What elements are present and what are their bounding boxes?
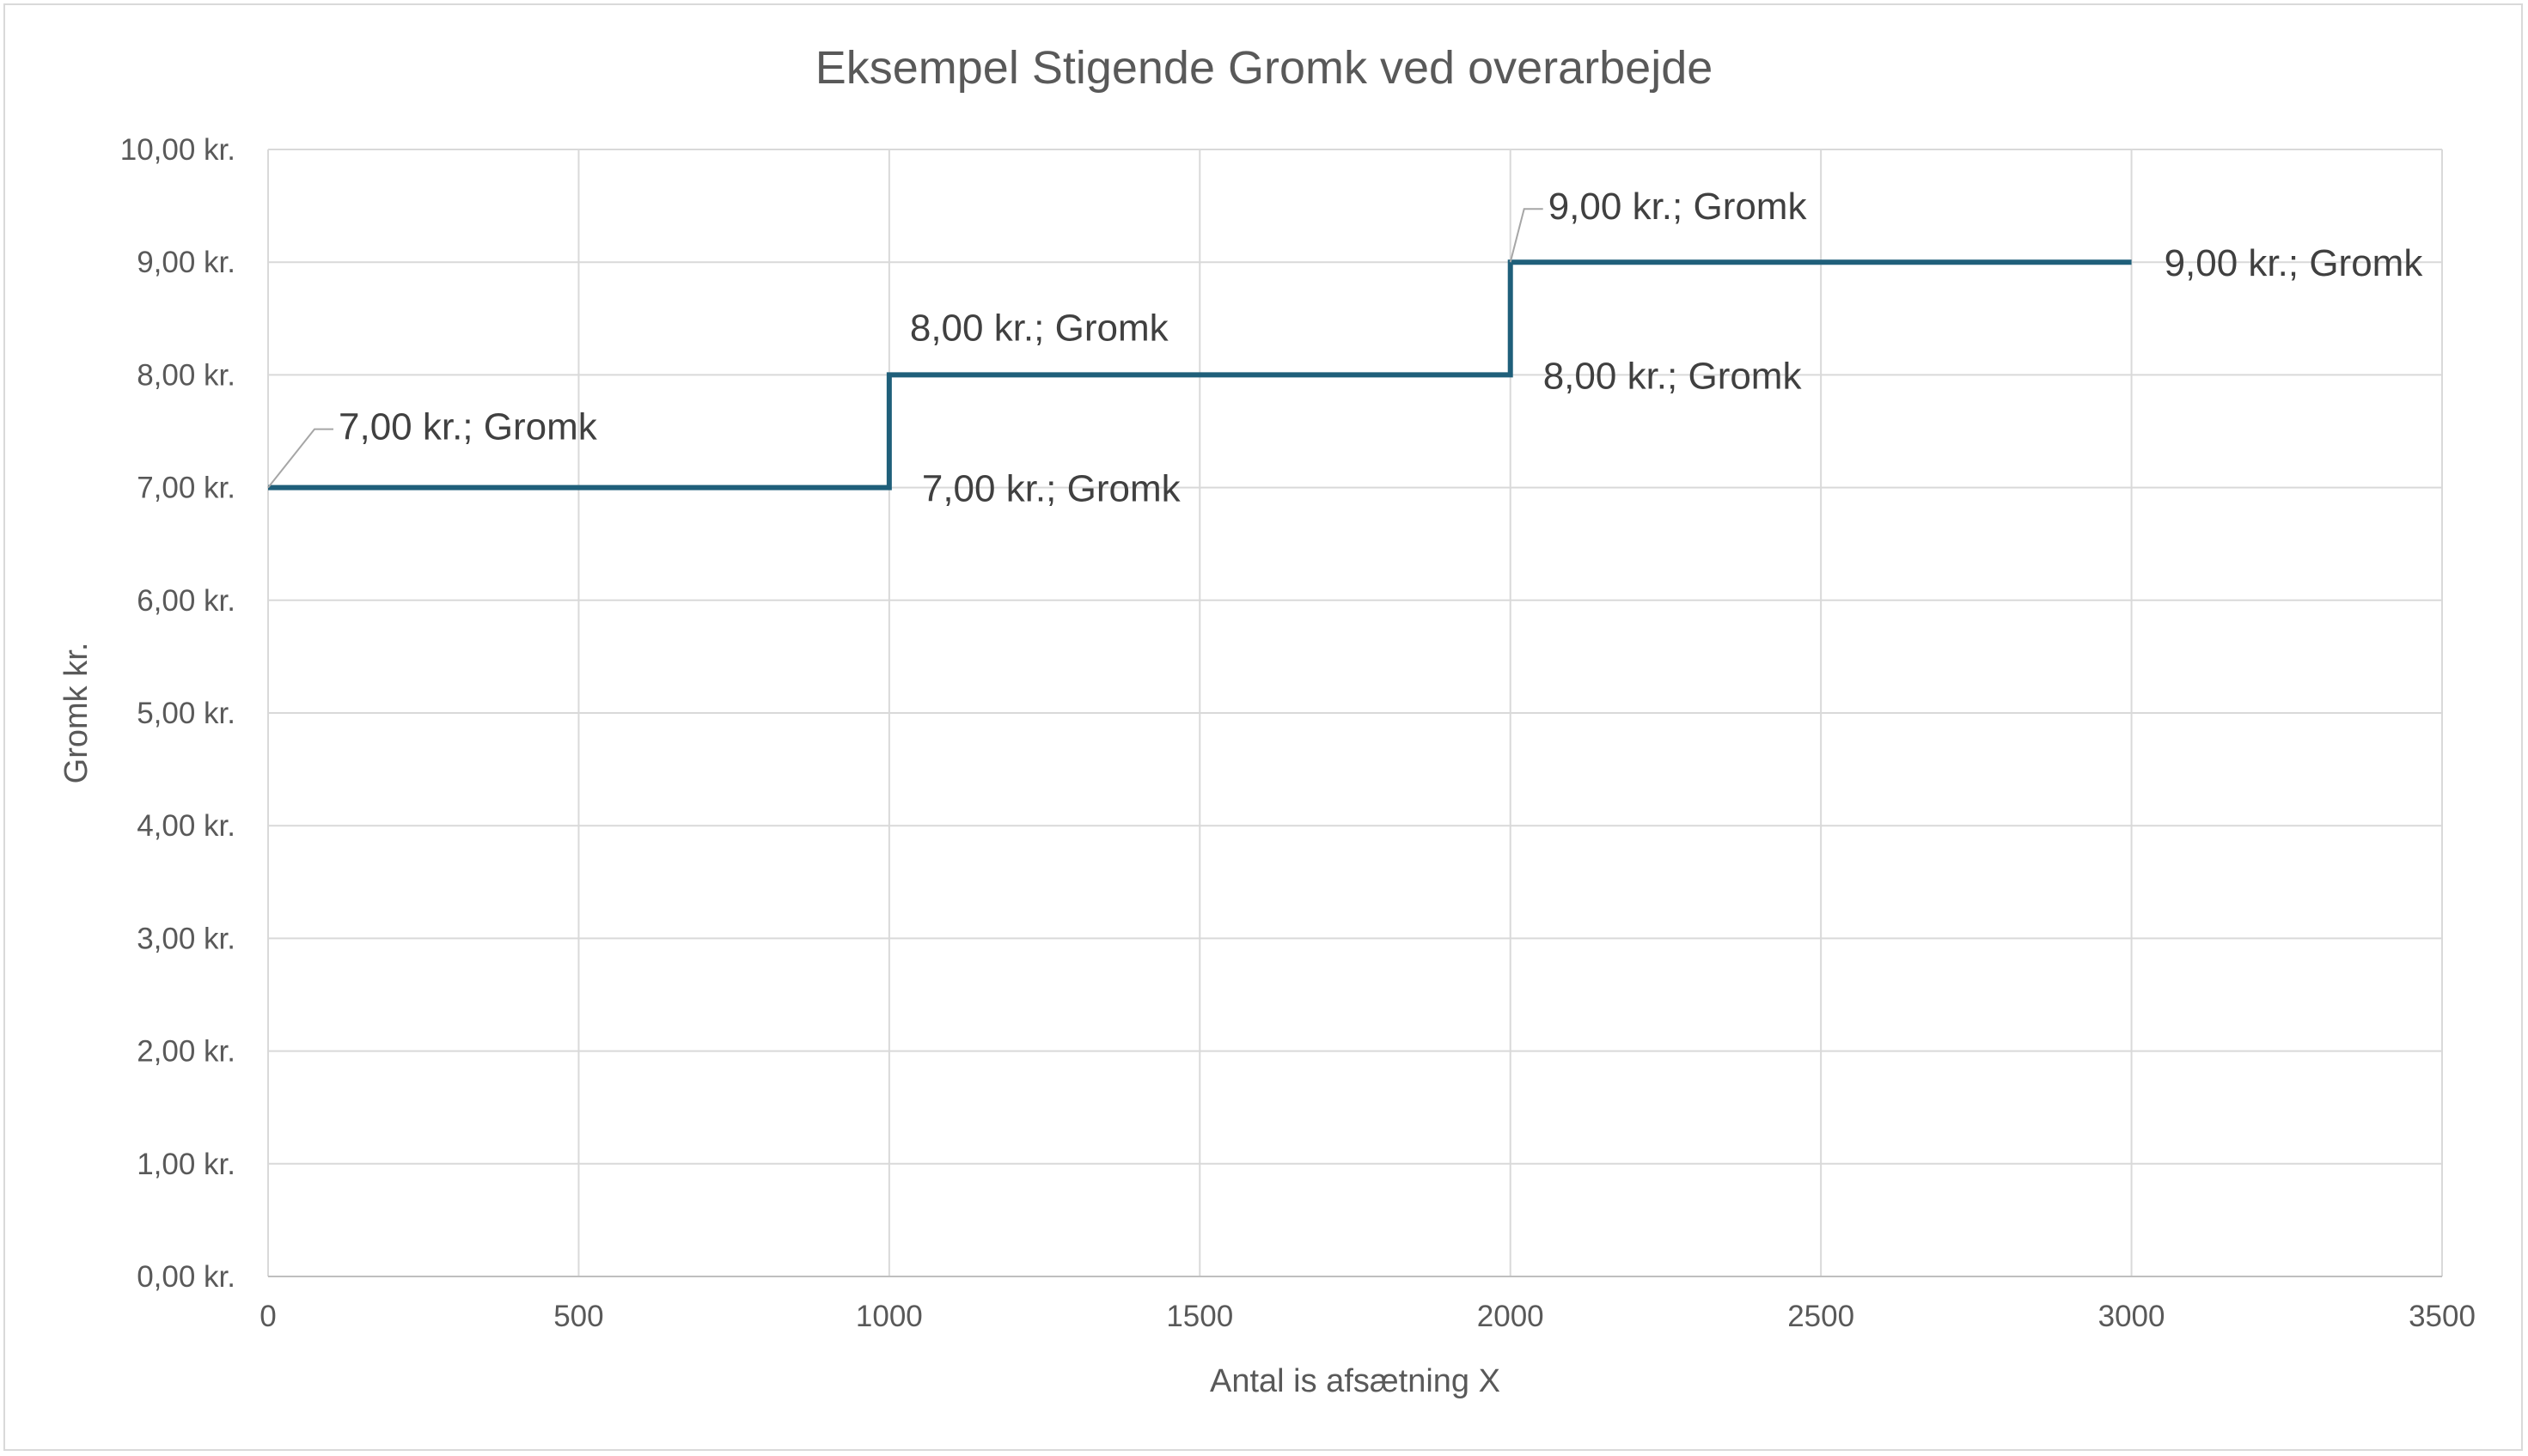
- data-label: 8,00 kr.; Gromk: [1543, 355, 1803, 397]
- x-tick-label: 2500: [1787, 1300, 1854, 1333]
- series-line: [268, 259, 2132, 490]
- x-tick-label: 3000: [2098, 1300, 2165, 1333]
- x-tick-label: 3500: [2409, 1300, 2476, 1333]
- y-tick-label: 2,00 kr.: [137, 1035, 235, 1069]
- y-tick-label: 6,00 kr.: [137, 584, 235, 618]
- data-labels: 7,00 kr.; Gromk 7,00 kr.; Gromk 8,00 kr.; …: [267, 186, 2424, 510]
- x-tick-label: 500: [553, 1300, 603, 1333]
- chart-title: Eksempel Stigende Gromk ved overarbejde: [815, 42, 1713, 94]
- x-tick-label: 1500: [1166, 1300, 1233, 1333]
- data-label: 9,00 kr.; Gromk: [2165, 242, 2424, 284]
- x-tick-label: 1000: [856, 1300, 923, 1333]
- label-leader-line: [267, 428, 333, 489]
- x-tick-label: 2000: [1477, 1300, 1544, 1333]
- x-axis-ticks: 0 500 1000 1500 2000 2500 3000 3500: [260, 1300, 2476, 1333]
- data-label: 9,00 kr.; Gromk: [1548, 186, 1808, 228]
- y-tick-label: 0,00 kr.: [137, 1260, 235, 1294]
- y-tick-label: 8,00 kr.: [137, 358, 235, 392]
- x-tick-label: 0: [260, 1300, 276, 1333]
- y-tick-label: 5,00 kr.: [137, 697, 235, 730]
- gridlines: [267, 149, 2443, 1277]
- y-axis-title: Gromk kr.: [58, 643, 95, 784]
- data-label: 8,00 kr.; Gromk: [910, 307, 1169, 349]
- y-tick-label: 4,00 kr.: [137, 809, 235, 843]
- y-axis-ticks: 0,00 kr. 1,00 kr. 2,00 kr. 3,00 kr. 4,00 kr.…: [120, 133, 235, 1294]
- y-tick-label: 1,00 kr.: [137, 1148, 235, 1181]
- data-label: 7,00 kr.; Gromk: [339, 406, 598, 448]
- chart-frame: [3, 3, 2523, 1451]
- y-tick-label: 10,00 kr.: [120, 133, 235, 167]
- y-tick-label: 9,00 kr.: [137, 246, 235, 279]
- y-tick-label: 7,00 kr.: [137, 472, 235, 505]
- label-leader-line: [1509, 208, 1543, 263]
- x-axis-title: Antal is afsætning X: [1210, 1363, 1500, 1399]
- data-label: 7,00 kr.; Gromk: [922, 468, 1182, 510]
- y-tick-label: 3,00 kr.: [137, 922, 235, 955]
